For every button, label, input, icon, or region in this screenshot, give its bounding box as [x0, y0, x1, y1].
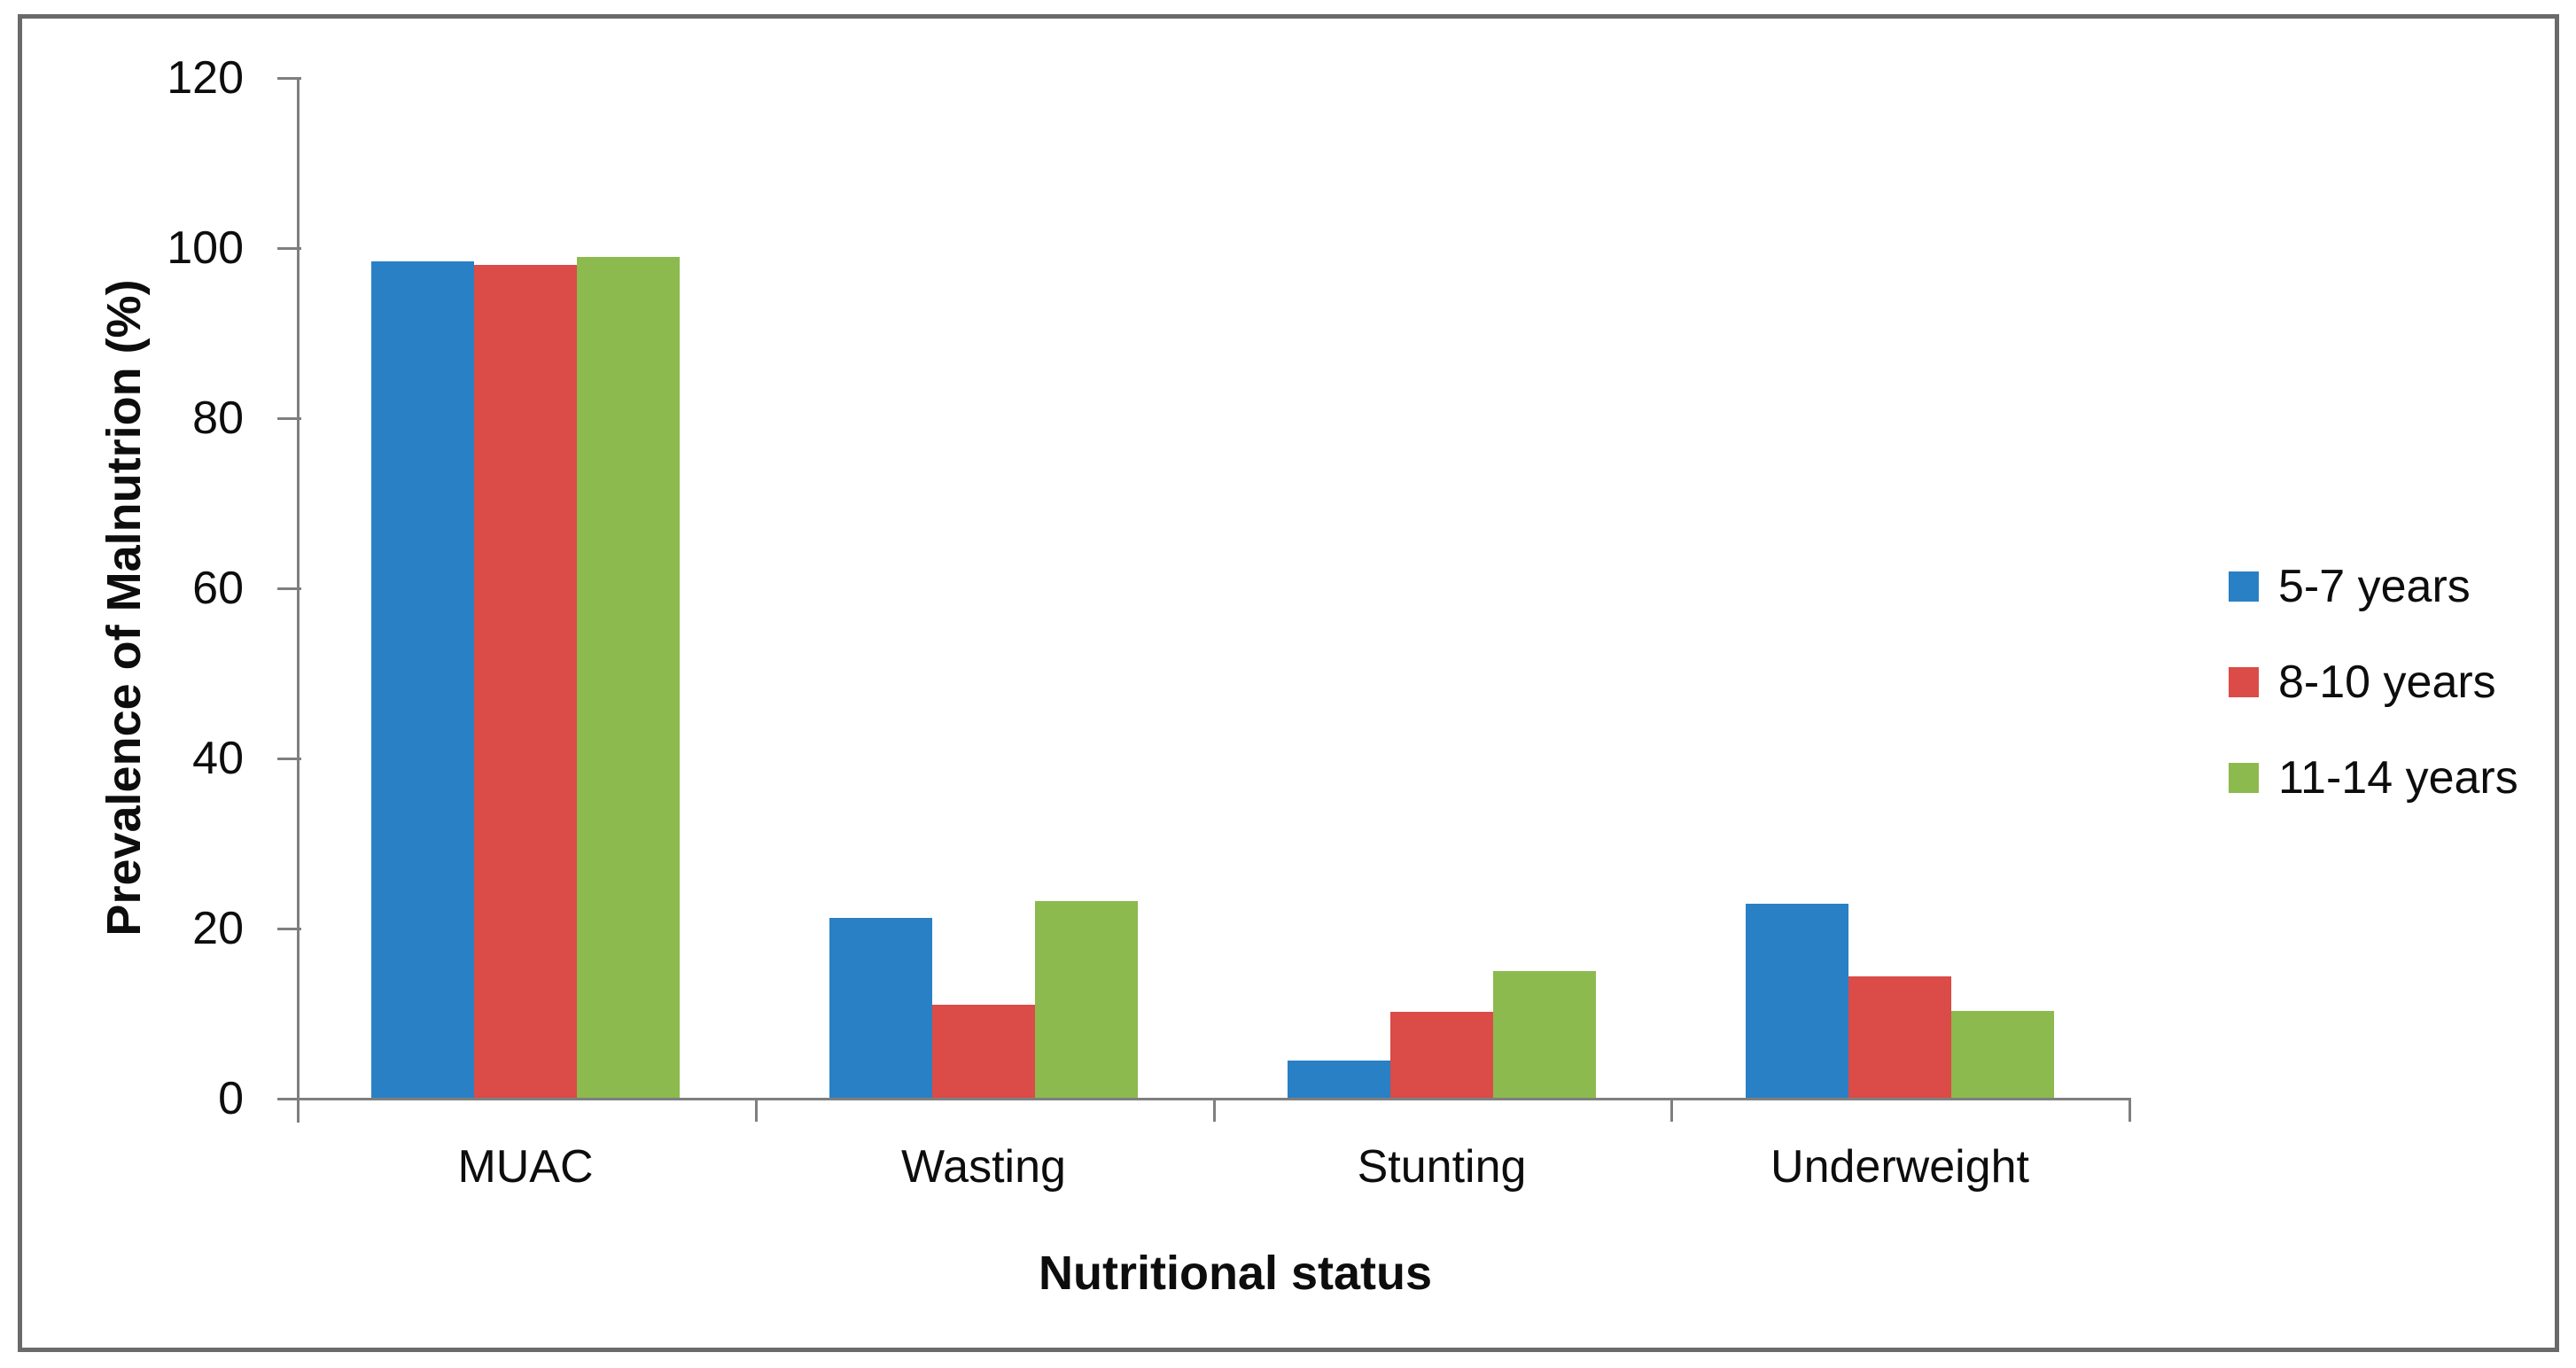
x-category-label-stunting: Stunting: [1357, 1141, 1527, 1193]
bar-muac-5-7-years: [371, 261, 474, 1099]
bar-stunting-5-7-years: [1288, 1061, 1390, 1099]
bar-underweight-8-10-years: [1848, 976, 1951, 1099]
x-axis-tick: [1213, 1099, 1216, 1122]
x-category-label-underweight: Underweight: [1771, 1141, 2029, 1193]
legend-swatch-icon: [2229, 667, 2259, 697]
y-axis-tick: [277, 77, 301, 80]
y-tick-label-100: 100: [167, 222, 244, 274]
legend-swatch-icon: [2229, 763, 2259, 793]
y-axis-tick: [277, 247, 301, 250]
bar-stunting-11-14-years: [1493, 971, 1596, 1099]
bar-muac-11-14-years: [577, 257, 680, 1099]
bar-wasting-5-7-years: [829, 918, 932, 1099]
y-tick-label-60: 60: [192, 563, 244, 614]
bar-wasting-11-14-years: [1035, 901, 1138, 1099]
y-tick-label-40: 40: [192, 733, 244, 784]
y-tick-label-80: 80: [192, 393, 244, 444]
y-axis-tick: [277, 1098, 301, 1100]
x-axis-tick: [2129, 1099, 2131, 1122]
bar-underweight-5-7-years: [1746, 904, 1848, 1099]
bar-muac-8-10-years: [474, 265, 577, 1099]
legend-item-11-14-years: 11-14 years: [2229, 750, 2518, 806]
y-tick-label-120: 120: [167, 52, 244, 104]
y-axis-line: [297, 78, 300, 1123]
x-axis-tick: [297, 1099, 300, 1122]
x-axis-tick: [755, 1099, 758, 1122]
bar-underweight-11-14-years: [1951, 1011, 2054, 1099]
x-axis-title: Nutritional status: [1038, 1247, 1433, 1300]
x-category-label-wasting: Wasting: [901, 1141, 1066, 1193]
y-tick-label-0: 0: [218, 1073, 244, 1124]
x-category-label-muac: MUAC: [457, 1141, 594, 1193]
y-tick-label-20: 20: [192, 903, 244, 954]
legend-swatch-icon: [2229, 571, 2259, 602]
chart-outer-border: Prevalence of Malnutrion (%) Nutritional…: [18, 14, 2559, 1352]
legend-label: 5-7 years: [2278, 561, 2471, 612]
legend-item-8-10-years: 8-10 years: [2229, 654, 2496, 711]
bar-stunting-8-10-years: [1390, 1012, 1493, 1099]
x-axis-tick: [1670, 1099, 1673, 1122]
y-axis-tick: [277, 587, 301, 590]
legend-item-5-7-years: 5-7 years: [2229, 558, 2471, 615]
legend-label: 11-14 years: [2278, 752, 2518, 804]
bar-wasting-8-10-years: [932, 1005, 1035, 1099]
y-axis-tick: [277, 928, 301, 930]
y-axis-tick: [277, 758, 301, 760]
y-axis-tick: [277, 417, 301, 420]
legend-label: 8-10 years: [2278, 657, 2496, 708]
